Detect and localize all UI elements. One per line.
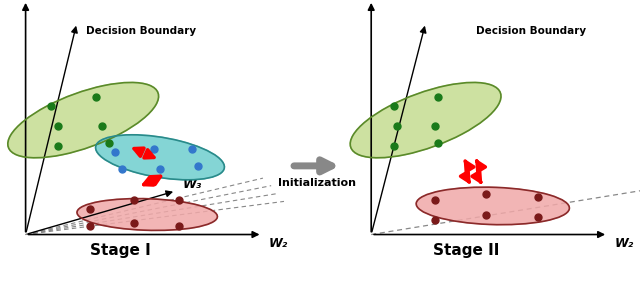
Ellipse shape	[350, 82, 501, 158]
Text: Decision Boundary: Decision Boundary	[476, 26, 586, 36]
Ellipse shape	[8, 82, 159, 158]
Ellipse shape	[416, 187, 570, 225]
Ellipse shape	[95, 135, 225, 180]
Text: W₂: W₂	[269, 237, 288, 250]
Text: Stage II: Stage II	[433, 243, 499, 257]
Text: W₃: W₃	[182, 178, 202, 191]
Text: Decision Boundary: Decision Boundary	[86, 26, 196, 36]
Text: Stage I: Stage I	[90, 243, 150, 257]
Text: Initialization: Initialization	[278, 178, 356, 188]
Text: W₂: W₂	[614, 237, 634, 250]
Ellipse shape	[77, 198, 218, 231]
